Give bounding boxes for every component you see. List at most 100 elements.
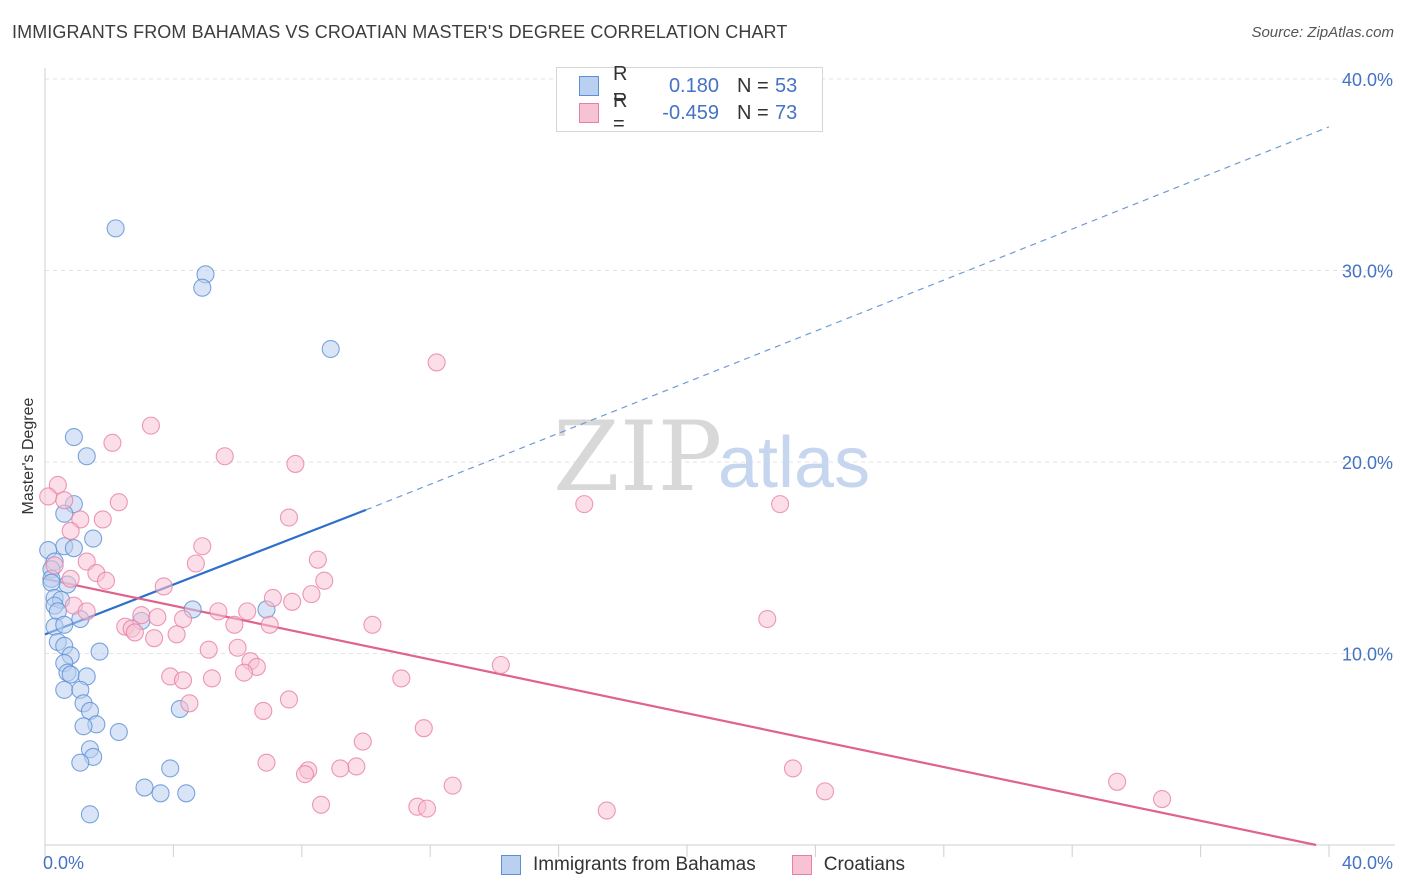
data-point [109,493,128,512]
data-point [321,339,340,359]
data-point [64,428,83,447]
series-legend-item-croatians[interactable]: Croatians [791,854,906,876]
data-point [575,495,594,514]
watermark: ZIP atlas [553,401,870,513]
data-point [1153,789,1172,809]
series-legend-item-bahamas[interactable]: Immigrants from Bahamas [500,854,756,876]
data-point [597,801,616,820]
data-point [80,805,99,824]
y-axis-label: Master's Degree [20,397,37,514]
data-point [331,759,350,778]
data-point [228,638,247,657]
data-point [90,642,109,661]
trend-line-croatians [44,577,1317,847]
data-point [45,556,64,575]
data-point [302,585,321,604]
data-point [61,665,80,684]
data-point [254,701,273,721]
data-point [199,640,218,659]
data-points [39,219,1172,824]
data-point [758,609,777,629]
watermark-zip: ZIP [553,401,722,513]
data-point [84,529,103,548]
data-point [347,757,366,776]
data-point [295,765,315,784]
data-point [414,719,433,738]
data-point [96,571,116,590]
data-point [125,623,144,642]
legend-n-value: 53 [775,74,798,97]
data-point [283,592,302,611]
trend-line-bahamas [44,508,367,636]
data-point [77,447,96,466]
data-point [193,278,212,297]
series-bahamas [39,219,340,824]
data-point [238,602,257,621]
tick-labels: 10.0% 20.0% 30.0% 40.0% 0.0% 40.0% [43,70,1393,873]
grid [45,78,1395,654]
watermark-atlas: atlas [718,423,870,503]
x-tick-label: 40.0% [1342,853,1393,873]
data-point [173,609,193,629]
data-point [363,615,382,634]
data-point [308,550,327,569]
legend-r-label: R = [613,63,628,108]
data-point [815,782,835,801]
data-point [141,416,160,435]
data-point [109,722,128,742]
series-swatch-croatians [791,855,812,875]
series-legend-label: Croatians [823,854,906,875]
data-point [74,717,93,736]
data-point [39,487,58,506]
data-point [55,491,74,510]
y-tick-label: 10.0% [1342,645,1393,665]
data-point [154,577,173,596]
series-legend-label: Immigrants from Bahamas [532,854,756,875]
data-point [55,680,74,699]
legend-n-label: N = [737,101,769,124]
data-point [186,554,205,573]
data-point [167,625,186,644]
legend-swatch-bahamas [579,76,599,96]
legend-r-label: R = [613,90,628,135]
legend-n-value: 73 [775,101,798,124]
data-point [263,588,282,608]
legend-n-label: N = [737,74,769,97]
data-point [135,778,154,797]
series-swatch-bahamas [500,855,521,875]
legend-r-value: -0.459 [662,101,719,124]
y-tick-label: 40.0% [1342,70,1393,90]
legend-row-bahamas: R = 0.180 N = 53 [579,63,798,108]
series-croatians [39,353,1172,820]
data-point [215,447,234,466]
y-tick-label: 30.0% [1342,262,1393,282]
data-point [61,569,80,588]
trend-line-extension [365,126,1330,511]
data-point [427,353,446,372]
data-point [234,663,254,682]
data-point [315,571,334,590]
data-point [417,799,437,818]
data-point [286,454,305,473]
data-point [225,615,244,634]
data-point [392,669,411,688]
data-point [55,615,74,634]
data-point [353,732,372,751]
data-point [312,795,331,814]
data-point [491,655,510,675]
data-point [77,602,96,621]
legend-swatch-croatians [579,103,599,123]
data-point [103,433,122,452]
data-point [443,776,462,795]
data-point [202,669,221,688]
data-point [145,629,164,648]
data-point [61,521,80,540]
data-point [279,508,299,527]
data-point [64,539,83,558]
trend-lines [44,126,1330,847]
chart-source: Source: ZipAtlas.com [1251,24,1394,41]
legend-r-value: 0.180 [668,74,719,97]
data-point [1108,772,1127,791]
data-point [177,784,196,803]
